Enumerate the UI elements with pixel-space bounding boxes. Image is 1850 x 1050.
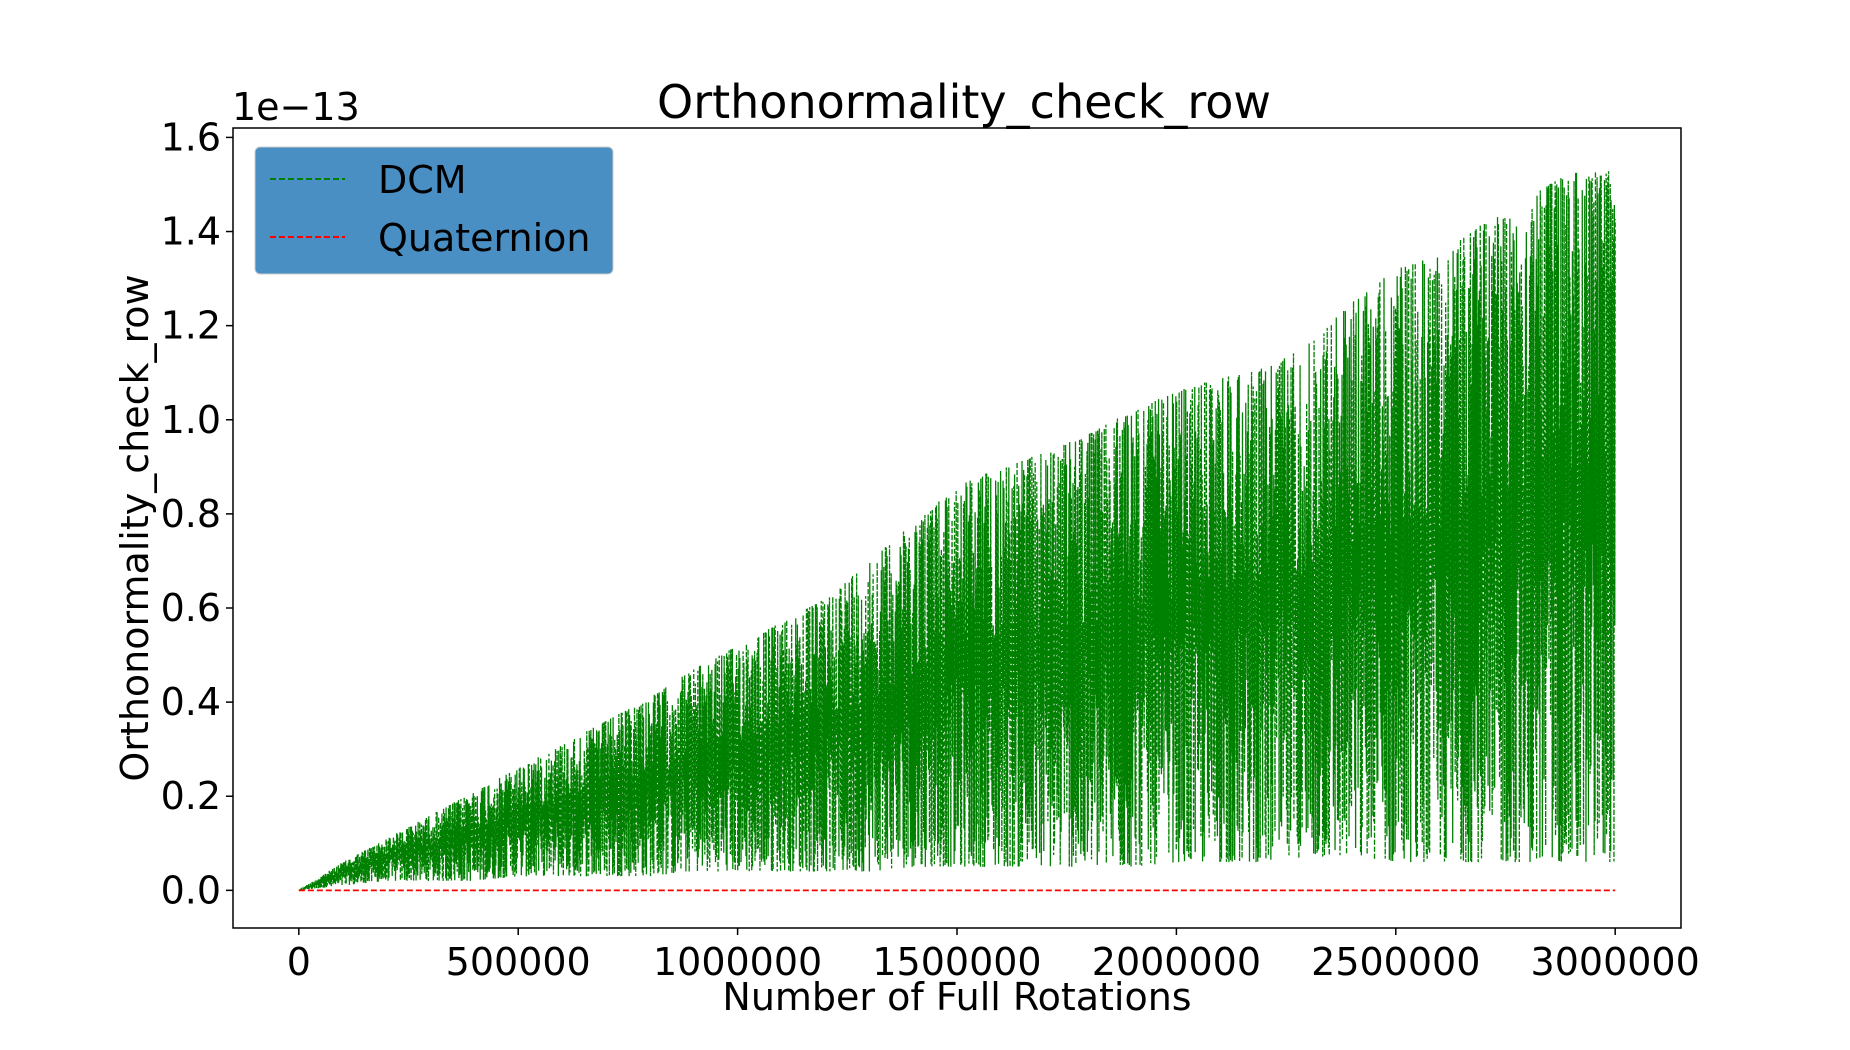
y-axis: 0.0 0.2 0.4 0.6 0.8 1.0 1.2 1.4 1.6 [161,115,233,912]
y-tick-label: 1.4 [161,210,221,254]
plot-area [298,171,1616,892]
x-tick-label: 0 [287,940,311,984]
y-tick-label: 0.4 [161,680,221,724]
legend-quaternion-label: Quaternion [378,216,591,260]
legend: DCM Quaternion [254,146,614,275]
y-offset-label: 1e−13 [232,85,360,129]
x-tick-label: 1500000 [872,940,1041,984]
x-axis: 0 500000 1000000 1500000 2000000 2500000 30000… [287,928,1700,984]
x-tick-label: 2000000 [1092,940,1261,984]
x-tick-label: 1000000 [653,940,822,984]
y-axis-label: Orthonormality_check_row [113,274,157,781]
y-tick-label: 0.8 [161,492,221,536]
y-tick-label: 1.0 [161,398,221,442]
legend-dcm-label: DCM [378,158,467,202]
x-tick-label: 3000000 [1531,940,1700,984]
x-tick-label: 500000 [446,940,591,984]
x-axis-label: Number of Full Rotations [722,975,1191,1019]
y-tick-label: 1.6 [161,115,221,159]
y-tick-label: 0.2 [161,774,221,818]
chart-title: Orthonormality_check_row [657,75,1271,129]
y-tick-label: 0.0 [161,868,221,912]
y-tick-label: 0.6 [161,586,221,630]
x-tick-label: 2500000 [1311,940,1480,984]
y-tick-label: 1.2 [161,304,221,348]
dcm-series-line [298,171,1616,892]
